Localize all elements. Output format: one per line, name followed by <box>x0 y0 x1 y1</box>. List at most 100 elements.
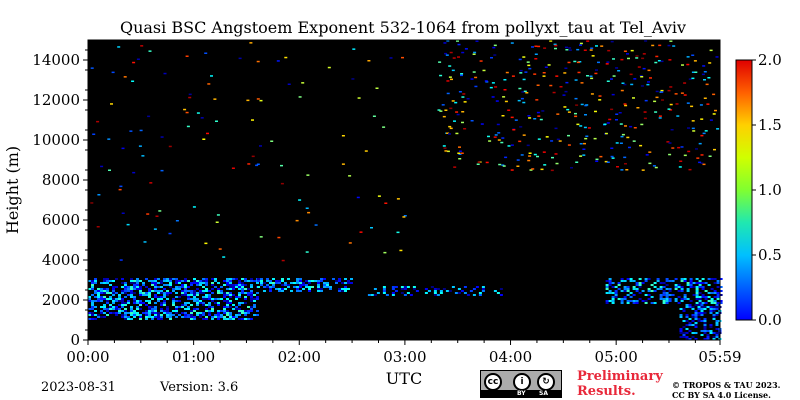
data-cell <box>121 292 124 294</box>
data-cell <box>196 312 199 314</box>
data-cell <box>107 138 111 140</box>
data-cell <box>688 306 692 308</box>
data-cell <box>187 290 190 292</box>
data-cell <box>655 96 659 99</box>
data-cell <box>299 286 302 288</box>
data-cell <box>326 282 329 284</box>
data-cell <box>608 290 612 292</box>
data-cell <box>190 304 193 306</box>
data-cell <box>115 300 118 302</box>
data-cell <box>528 152 532 154</box>
data-cell <box>259 145 262 147</box>
data-cell <box>614 290 618 292</box>
data-cell <box>148 314 151 316</box>
data-cell <box>554 153 558 155</box>
data-cell <box>202 318 205 320</box>
data-cell <box>623 50 627 52</box>
data-cell <box>445 54 449 56</box>
data-cell <box>679 160 683 162</box>
data-cell <box>680 92 684 94</box>
data-cell <box>178 282 181 284</box>
data-cell <box>305 251 309 253</box>
data-cell <box>226 306 229 308</box>
data-cell <box>202 286 205 288</box>
data-cell <box>574 79 578 81</box>
data-cell <box>299 282 302 284</box>
data-cell <box>498 163 502 166</box>
data-cell <box>229 284 232 286</box>
data-cell <box>329 286 332 288</box>
data-cell <box>97 296 100 298</box>
data-cell <box>480 123 484 125</box>
data-cell <box>698 296 702 298</box>
data-cell <box>453 166 457 168</box>
data-cell <box>707 77 711 79</box>
data-cell <box>226 284 229 286</box>
data-cell <box>611 282 615 284</box>
data-cell <box>703 326 707 328</box>
data-cell <box>485 81 489 83</box>
data-cell <box>614 296 618 298</box>
data-cell <box>238 314 241 316</box>
data-cell <box>521 91 525 93</box>
data-cell <box>582 154 586 156</box>
data-cell <box>612 58 615 60</box>
data-cell <box>168 232 172 235</box>
data-cell <box>683 296 687 298</box>
data-cell <box>112 292 115 294</box>
data-cell <box>88 288 91 290</box>
data-cell <box>452 57 456 59</box>
data-cell <box>136 58 140 60</box>
data-cell <box>617 284 621 286</box>
data-cell <box>604 132 608 135</box>
data-cell <box>287 284 290 286</box>
data-cell <box>238 304 241 306</box>
data-cell <box>455 111 459 113</box>
data-cell <box>301 82 305 84</box>
data-cell <box>507 145 511 147</box>
data-cell <box>169 316 172 318</box>
data-cell <box>124 302 127 304</box>
data-cell <box>229 296 232 298</box>
data-cell <box>157 292 160 294</box>
data-cell <box>687 127 690 129</box>
data-cell <box>359 231 363 233</box>
data-cell <box>320 280 323 282</box>
data-cell <box>238 286 241 288</box>
data-cell <box>606 61 610 63</box>
data-cell <box>148 302 151 304</box>
sa-icon: ↻ <box>537 373 555 391</box>
data-cell <box>293 286 296 288</box>
data-cell <box>323 284 326 286</box>
data-cell <box>604 160 608 163</box>
data-cell <box>682 308 686 310</box>
data-cell <box>193 296 196 298</box>
data-cell <box>178 280 181 282</box>
data-cell <box>196 308 199 310</box>
data-cell <box>341 288 344 290</box>
data-cell <box>100 165 104 168</box>
data-cell <box>449 107 453 110</box>
data-cell <box>168 145 172 148</box>
data-cell <box>235 316 238 318</box>
data-cell <box>193 316 196 318</box>
data-cell <box>202 312 205 314</box>
data-cell <box>686 288 690 290</box>
data-cell <box>620 300 624 302</box>
data-cell <box>127 312 130 314</box>
data-cell <box>244 278 247 280</box>
data-cell <box>256 60 260 63</box>
data-cell <box>611 298 615 300</box>
data-cell <box>127 300 130 302</box>
data-cell <box>682 336 686 338</box>
data-cell <box>241 302 244 304</box>
data-cell <box>644 280 648 282</box>
data-cell <box>450 78 453 81</box>
data-cell <box>253 304 256 306</box>
data-cell <box>136 280 139 282</box>
data-cell <box>229 306 232 308</box>
data-cell <box>482 69 486 72</box>
data-cell <box>154 278 157 280</box>
data-cell <box>148 300 151 302</box>
